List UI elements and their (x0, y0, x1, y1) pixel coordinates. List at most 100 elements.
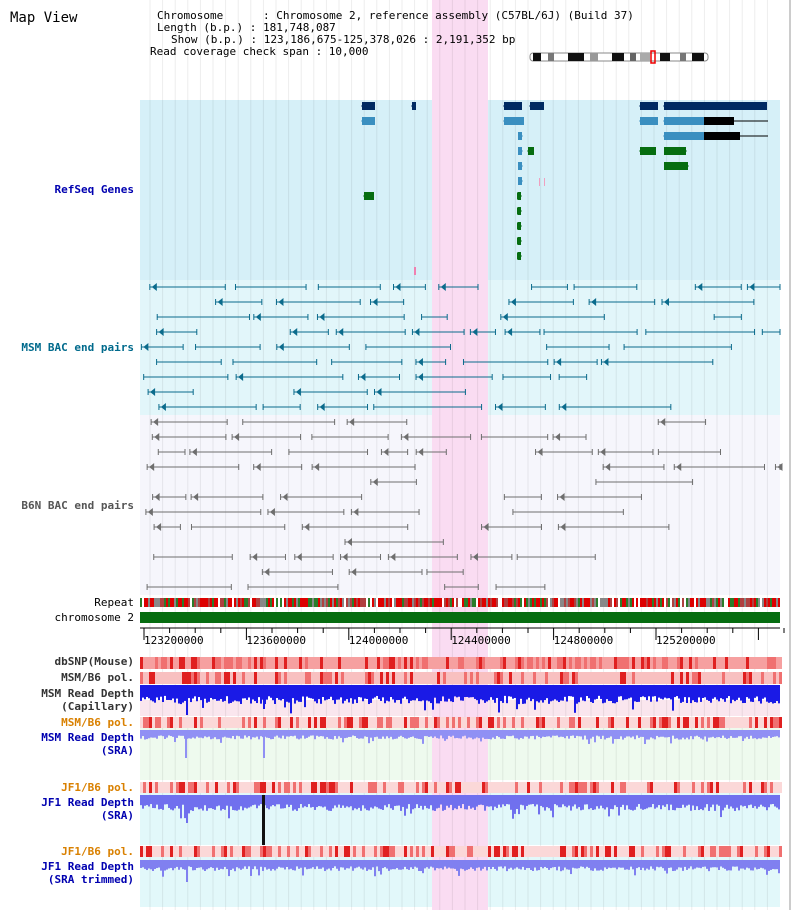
dbsnp-label[interactable]: dbSNP(Mouse) (54, 655, 134, 668)
jf1-b6-pol-label[interactable]: JF1/B6 pol. (61, 781, 134, 794)
heat-cell (560, 657, 563, 669)
msm-bac-end-pairs-label[interactable]: MSM BAC end pairs (21, 341, 134, 354)
heat-cell (341, 717, 344, 728)
depth-bar (632, 730, 634, 737)
heat-cell (527, 717, 530, 728)
depth-bar (364, 795, 366, 809)
heat-cell (422, 717, 425, 728)
depth-bar (360, 685, 362, 698)
heat-cell (725, 846, 728, 857)
heat-cell (692, 782, 695, 793)
depth-bar (706, 860, 708, 869)
heat-cell (503, 846, 506, 857)
heat-cell (752, 846, 755, 857)
heat-cell (596, 717, 599, 728)
depth-bar (356, 730, 358, 739)
depth-bar (320, 860, 322, 869)
depth-bar (522, 730, 524, 739)
heat-cell (518, 657, 521, 669)
heat-cell (185, 846, 188, 857)
depth-bar (576, 795, 578, 809)
repeat-segment (684, 598, 686, 607)
repeat-segment (194, 598, 196, 607)
repeat-segment (752, 598, 754, 607)
depth-bar (544, 685, 546, 701)
depth-bar (334, 795, 336, 806)
depth-bar (414, 685, 416, 701)
bac-end-arrow (360, 373, 366, 381)
heat-cell (377, 672, 380, 684)
depth-bar (142, 795, 144, 809)
msm-b6-pol-sra-label[interactable]: MSM/B6 pol. (61, 716, 134, 729)
heat-cell (140, 717, 143, 728)
heat-cell (746, 657, 749, 669)
heat-cell (626, 672, 629, 684)
msm-read-depth-capillary-label[interactable]: MSM Read Depth (Capillary) (41, 687, 134, 713)
depth-bar (144, 860, 146, 869)
depth-bar (152, 795, 154, 809)
depth-bar (178, 860, 180, 870)
depth-bar (250, 860, 252, 876)
msm-b6-pol-label[interactable]: MSM/B6 pol. (61, 671, 134, 684)
chromosome-track-label[interactable]: chromosome 2 (54, 611, 134, 624)
depth-bar (190, 860, 192, 867)
heat-cell (143, 657, 146, 669)
b6n-bac-end-pairs-label[interactable]: B6N BAC end pairs (21, 499, 134, 512)
depth-bar (646, 685, 648, 701)
depth-bar (200, 860, 202, 868)
depth-bar (328, 860, 330, 869)
depth-bar (634, 685, 636, 702)
depth-bar (290, 860, 292, 869)
heat-cell (734, 717, 737, 728)
depth-bar (356, 685, 358, 704)
depth-bar (778, 730, 780, 738)
info-panel: Chromosome : Chromosome 2, reference ass… (150, 10, 634, 58)
heat-cell (548, 672, 551, 684)
heat-cell (365, 846, 368, 857)
jf1-read-depth-label[interactable]: JF1 Read Depth (SRA) (41, 796, 134, 822)
depth-bar (206, 730, 208, 738)
depth-bar (516, 860, 518, 868)
depth-bar (530, 860, 532, 870)
depth-bar (444, 730, 446, 741)
depth-bar (744, 860, 746, 870)
heat-cell (605, 782, 608, 793)
heat-cell (695, 846, 698, 857)
repeat-segment (744, 598, 746, 607)
heat-cell (746, 717, 749, 728)
heat-cell (770, 846, 773, 857)
depth-bar (514, 860, 516, 869)
heat-cell (479, 672, 482, 684)
repeat-segment (664, 598, 666, 607)
depth-bar (560, 860, 562, 872)
depth-bar (418, 795, 420, 808)
heat-cell (566, 846, 569, 857)
repeat-segment (250, 598, 252, 607)
repeat-segment (366, 598, 368, 607)
depth-bar (748, 685, 750, 699)
depth-bar (552, 795, 554, 818)
depth-bar (150, 730, 152, 738)
heat-cell (701, 717, 704, 728)
refseq-genes-label[interactable]: RefSeq Genes (54, 183, 134, 196)
depth-bar (176, 795, 178, 807)
repeat-segment (436, 598, 438, 607)
depth-bar (224, 860, 226, 867)
heat-cell (776, 657, 779, 669)
heat-cell (506, 672, 509, 684)
depth-bar (370, 730, 372, 738)
jf1-trim-depth (140, 860, 780, 882)
depth-bar (296, 795, 298, 811)
depth-bar (654, 795, 656, 809)
msm-read-depth-sra-label[interactable]: MSM Read Depth (SRA) (41, 731, 134, 757)
jf1-read-depth-trimmed-label[interactable]: JF1 Read Depth (SRA trimmed) (41, 860, 134, 886)
heat-cell (767, 782, 770, 793)
heat-cell (716, 672, 719, 684)
heat-cell (641, 846, 644, 857)
depth-bar (730, 860, 732, 871)
jf1-b6-pol-trimmed-label[interactable]: JF1/B6 pol. (61, 845, 134, 858)
heat-cell (245, 782, 248, 793)
depth-bar (764, 685, 766, 698)
repeat-label[interactable]: Repeat (94, 596, 134, 609)
